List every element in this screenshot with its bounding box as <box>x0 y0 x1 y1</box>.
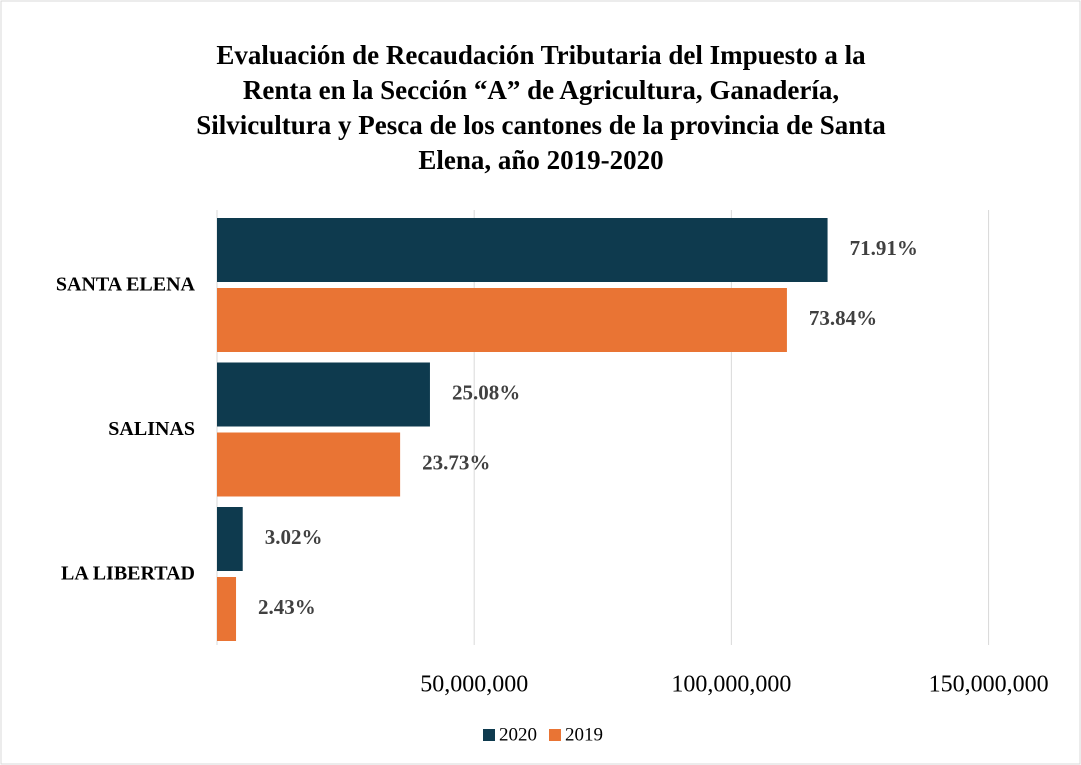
x-tick-label: 50,000,000 <box>420 672 528 698</box>
data-label: 73.84% <box>809 306 877 330</box>
data-label: 23.73% <box>422 450 490 474</box>
bar <box>217 218 828 282</box>
chart-title: Silvicultura y Pesca de los cantones de … <box>196 110 886 140</box>
bar <box>217 432 401 497</box>
bar <box>217 507 243 571</box>
y-tick-label: SALINAS <box>108 418 195 440</box>
chart-title: Renta en la Sección “A” de Agricultura, … <box>243 75 839 105</box>
bar <box>217 362 430 427</box>
chart-title: Elena, año 2019-2020 <box>418 145 663 175</box>
legend-swatch <box>549 729 561 741</box>
y-tick-label: LA LIBERTAD <box>61 563 195 585</box>
data-label: 71.91% <box>850 236 918 260</box>
data-label: 2.43% <box>258 595 316 619</box>
legend-swatch <box>483 729 495 741</box>
bar <box>217 577 237 641</box>
y-tick-label: SANTA ELENA <box>56 274 196 296</box>
x-tick-label: 100,000,000 <box>671 672 791 698</box>
data-label: 3.02% <box>265 525 323 549</box>
chart-title: Evaluación de Recaudación Tributaria del… <box>216 40 866 70</box>
data-label: 25.08% <box>452 380 520 404</box>
bar <box>217 288 787 352</box>
legend-label: 2019 <box>565 724 603 745</box>
x-tick-label: 150,000,000 <box>929 672 1049 698</box>
legend-label: 2020 <box>499 724 537 745</box>
